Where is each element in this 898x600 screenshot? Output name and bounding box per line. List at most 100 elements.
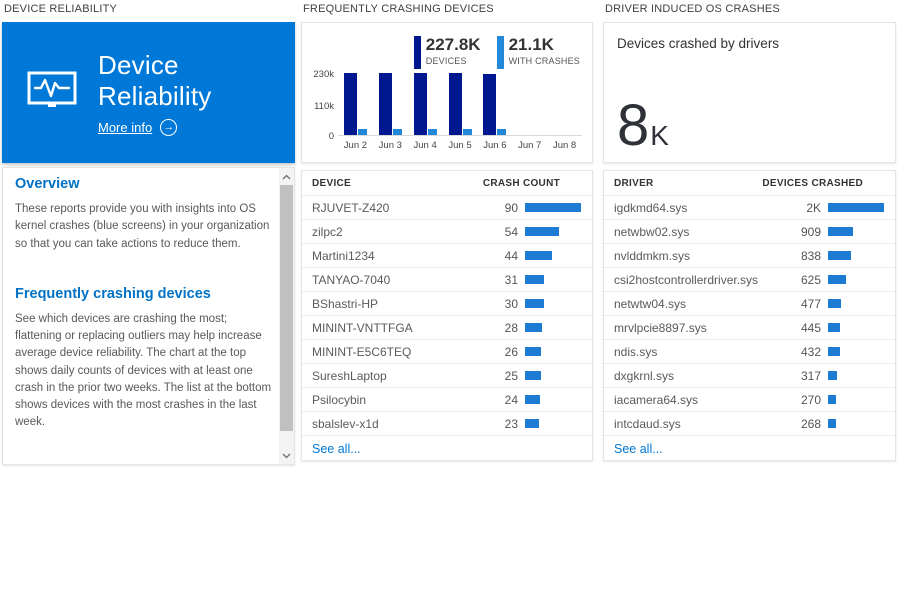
chart-day-group [408,73,443,135]
row-value: 90 [504,200,518,215]
table-row[interactable]: MININT-E5C6TEQ 26 [302,339,592,363]
row-label: netwbw02.sys [614,224,690,239]
row-bar [828,251,851,260]
row-bar-track [828,323,885,332]
row-bar [525,419,539,428]
table-row[interactable]: Psilocybin 24 [302,387,592,411]
table-row[interactable]: igdkmd64.sys 2K [604,195,895,219]
table-row[interactable]: nvlddmkm.sys 838 [604,243,895,267]
table-row[interactable]: zilpc2 54 [302,219,592,243]
chart-bar-with-crashes[interactable] [427,129,437,135]
row-bar-track [828,275,885,284]
chart-bar-with-crashes[interactable] [497,129,507,135]
row-bar [525,251,552,260]
row-label: dxgkrnl.sys [614,368,675,383]
chart-bar-with-crashes[interactable] [462,129,472,135]
devices-crashed-column-header: DEVICES CRASHED [762,177,863,189]
scrollbar[interactable] [279,168,294,464]
chart-day-group [512,74,547,135]
row-label: zilpc2 [312,224,343,239]
row-value: 30 [504,296,518,311]
row-bar [525,347,541,356]
chart-x-axis: Jun 2 Jun 3 Jun 4 Jun 5 Jun 6 Jun 7 Jun 8 [338,140,582,151]
table-row[interactable]: Martini1234 44 [302,243,592,267]
x-tick-label: Jun 8 [552,140,577,151]
table-header-row: DRIVER DEVICES CRASHED [604,171,895,195]
section-overview: Overview These reports provide you with … [15,176,275,253]
table-row[interactable]: netwtw04.sys 477 [604,291,895,315]
table-row[interactable]: RJUVET-Z420 90 [302,195,592,219]
kpi-value: 8 K [617,96,669,154]
row-bar [828,203,884,212]
row-bar-track [525,251,582,260]
chart-legend: 227.8K DEVICES 21.1K WITH CRASHES [310,35,580,69]
more-info-link[interactable]: More info [98,119,153,135]
device-pulse-icon [26,69,78,116]
row-bar-track [828,371,885,380]
row-bar [828,275,846,284]
device-reliability-tile[interactable]: Device Reliability More info → [2,22,295,163]
scrollbar-thumb[interactable] [280,185,293,431]
row-bar-track [828,251,885,260]
arrow-right-icon[interactable]: → [160,118,178,136]
driver-column-header: DRIVER [614,177,654,189]
row-label: BShastri-HP [312,296,379,311]
chart-bar-devices[interactable] [413,73,427,135]
y-tick-label: 0 [328,131,334,142]
x-tick-label: Jun 4 [413,140,437,151]
crash-trend-chart-card: 227.8K DEVICES 21.1K WITH CRASHES 230k 11… [301,22,593,163]
row-value: 26 [504,344,518,359]
scroll-down-icon[interactable] [279,448,294,463]
row-bar [525,371,541,380]
row-value: 44 [504,248,518,263]
table-row[interactable]: intcdaud.sys 268 [604,411,895,435]
row-bar [828,419,836,428]
table-row[interactable]: netwbw02.sys 909 [604,219,895,243]
chart-day-group [547,74,582,135]
see-all-link[interactable]: See all... [312,441,361,456]
table-body: RJUVET-Z420 90 zilpc2 54 Martini1234 44 TANYAO… [302,195,592,435]
row-value: 23 [504,416,518,431]
row-bar-track [525,227,582,236]
chart-bar-with-crashes[interactable] [392,129,402,135]
chart-bar-with-crashes[interactable] [357,129,367,135]
chart-bar-devices[interactable] [343,73,357,135]
table-row[interactable]: sbalslev-x1d 23 [302,411,592,435]
row-value: 432 [800,344,821,359]
chart-plot-area [338,73,582,136]
table-row[interactable]: SureshLaptop 25 [302,363,592,387]
chart-bar-devices[interactable] [448,73,462,135]
table-row[interactable]: mrvlpcie8897.sys 445 [604,315,895,339]
legend-with-crashes: 21.1K WITH CRASHES [496,35,580,69]
kpi-unit: K [650,120,669,151]
table-row[interactable]: BShastri-HP 30 [302,291,592,315]
row-bar [828,323,840,332]
table-row[interactable]: dxgkrnl.sys 317 [604,363,895,387]
chart-y-axis: 230k 110k 0 [310,69,338,142]
table-row[interactable]: MININT-VNTTFGA 28 [302,315,592,339]
row-bar [525,395,540,404]
chart-bar-devices[interactable] [483,74,497,135]
table-row[interactable]: csi2hostcontrollerdriver.sys 625 [604,267,895,291]
row-bar-track [525,299,582,308]
row-label: Martini1234 [312,248,375,263]
see-all-row: See all... [604,435,895,460]
column-header: DRIVER INDUCED OS CRASHES [605,3,780,15]
table-row[interactable]: iacamera64.sys 270 [604,387,895,411]
table-row[interactable]: ndis.sys 432 [604,339,895,363]
row-value: 54 [504,224,518,239]
row-value: 31 [504,272,518,287]
row-label: iacamera64.sys [614,392,699,407]
row-label: RJUVET-Z420 [312,200,390,215]
row-bar [525,227,559,236]
row-bar-track [525,275,582,284]
chart-bar-devices[interactable] [378,73,392,135]
row-label: MININT-E5C6TEQ [312,344,412,359]
scroll-up-icon[interactable] [279,169,294,184]
row-label: igdkmd64.sys [614,200,688,215]
table-row[interactable]: TANYAO-7040 31 [302,267,592,291]
see-all-link[interactable]: See all... [614,441,663,456]
with-crashes-label: WITH CRASHES [508,55,580,66]
row-bar [525,323,542,332]
